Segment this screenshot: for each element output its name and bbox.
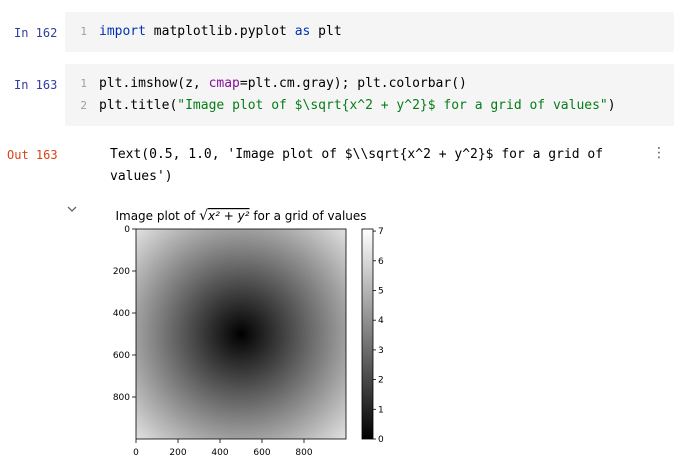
chart-title-suffix: for a grid of values	[250, 209, 367, 223]
heatmap-image	[136, 229, 346, 439]
code-text: plt.title(	[99, 98, 178, 113]
y-tick-label: 200	[113, 267, 130, 277]
colorbar-tick-label: 3	[378, 346, 384, 356]
chevron-down-icon[interactable]	[64, 202, 80, 216]
code-text: plt	[310, 24, 342, 39]
cell-prompt-163: In 163	[14, 78, 58, 92]
code-line: 1 import matplotlib.pyplot as plt	[65, 21, 342, 43]
y-axis: 0 200 400 600 800	[113, 225, 136, 403]
cell-prompt-162: In 162	[14, 26, 58, 40]
keyword: import	[99, 24, 146, 39]
colorbar	[361, 228, 374, 440]
colorbar-tick-label: 2	[378, 376, 384, 386]
chart-title-math: x² + y²	[207, 209, 250, 223]
code-text: plt.imshow(z,	[99, 76, 209, 91]
keyword-argument: cmap	[208, 76, 240, 91]
y-tick-label: 600	[113, 351, 130, 361]
code-text: matplotlib.pyplot	[145, 24, 295, 39]
x-tick-label: 800	[295, 448, 312, 458]
x-axis: 0 200 400 600 800	[133, 439, 313, 458]
y-tick-label: 400	[113, 309, 130, 319]
colorbar-tick-label: 4	[378, 316, 384, 326]
code-text: =plt.cm.gray); plt.colorbar()	[239, 76, 467, 91]
keyword: as	[294, 24, 311, 39]
string-literal: "Image plot of $\sqrt{x^2 + y^2}$ for a …	[177, 98, 608, 113]
code-text: )	[607, 98, 616, 113]
y-tick-label: 800	[113, 393, 130, 403]
line-number: 2	[80, 99, 87, 112]
x-tick-label: 200	[169, 448, 186, 458]
output-prompt-163: Out 163	[7, 148, 58, 162]
code-line: 2 plt.title("Image plot of $\sqrt{x^2 + y…	[65, 95, 616, 117]
line-number: 1	[80, 25, 87, 38]
output-text: Text(0.5, 1.0, 'Image plot of $\\sqrt{x^…	[110, 147, 604, 184]
x-tick-label: 400	[211, 448, 228, 458]
more-vertical-icon[interactable]: ⋮	[652, 145, 666, 161]
y-tick-label: 0	[124, 225, 130, 235]
colorbar-tick-label: 0	[378, 435, 384, 445]
sqrt-sign: √	[199, 208, 208, 224]
x-tick-label: 0	[133, 448, 139, 458]
code-cell-162[interactable]: 1 import matplotlib.pyplot as plt	[65, 12, 674, 52]
line-number: 1	[80, 77, 87, 90]
chart-title: Image plot of √x² + y² for a grid of val…	[115, 208, 366, 224]
colorbar-tick-label: 7	[378, 227, 384, 237]
code-line: 1 plt.imshow(z, cmap=plt.cm.gray); plt.co…	[65, 73, 467, 95]
chart-title-prefix: Image plot of	[115, 209, 199, 223]
plot-frame	[135, 228, 347, 440]
code-cell-163[interactable]: 1 plt.imshow(z, cmap=plt.cm.gray); plt.co…	[65, 64, 674, 126]
colorbar-tick-label: 6	[378, 257, 384, 267]
colorbar-tick-label: 1	[378, 405, 384, 415]
x-tick-label: 600	[253, 448, 270, 458]
colorbar-axis: 0 1 2 3 4 5 6 7	[373, 227, 384, 445]
colorbar-tick-label: 5	[378, 286, 384, 296]
